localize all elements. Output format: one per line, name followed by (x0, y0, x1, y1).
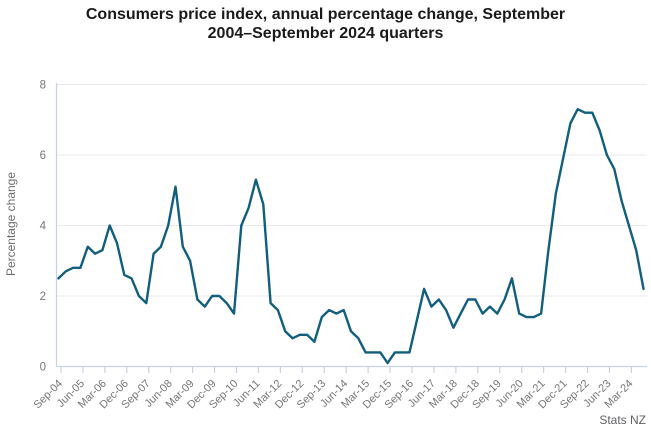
chart-title-line1: Consumers price index, annual percentage… (85, 6, 566, 23)
attribution: Stats NZ (599, 413, 646, 427)
chart-title-line2: 2004–September 2024 quarters (207, 25, 444, 42)
chart-title: Consumers price index, annual percentage… (0, 5, 651, 43)
cpi-line (57, 107, 645, 365)
y-axis-title: Percentage change (4, 172, 18, 276)
y-tick-label: 8 (40, 80, 46, 92)
y-tick-label: 0 (40, 362, 46, 374)
y-tick-label: 2 (40, 291, 46, 303)
y-tick-label: 6 (40, 150, 46, 162)
y-tick-label: 4 (40, 221, 47, 233)
